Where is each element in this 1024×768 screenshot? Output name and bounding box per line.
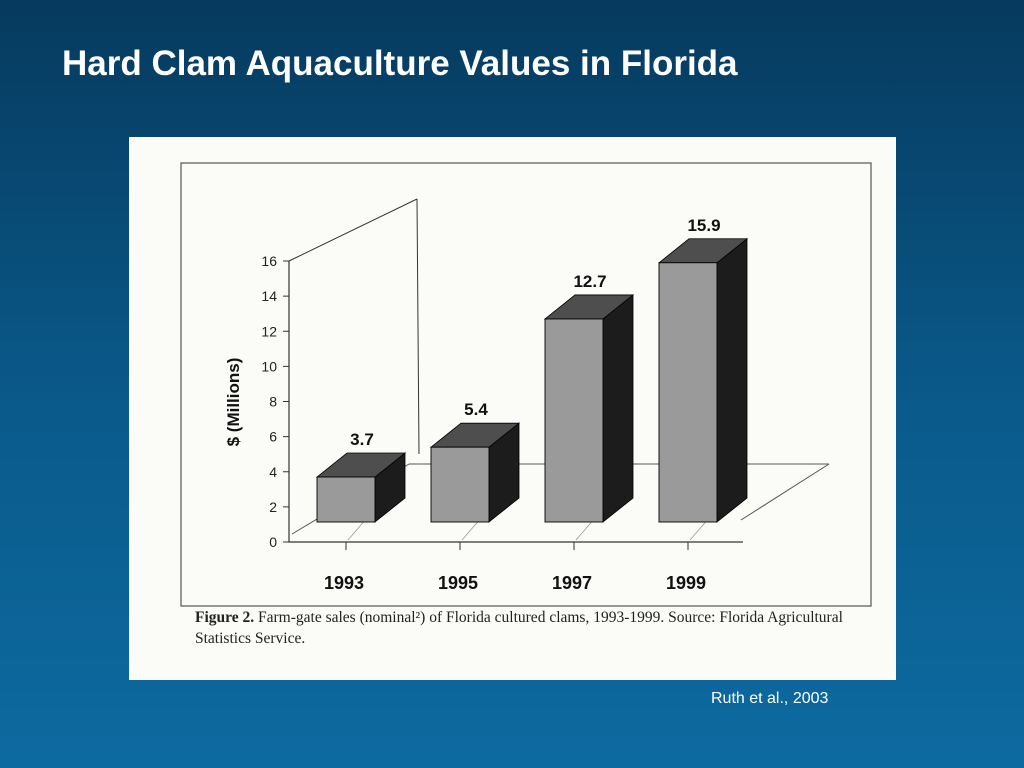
caption-label: Figure 2. — [195, 609, 255, 626]
floor-right-edge — [740, 463, 830, 521]
back-wall-edge — [416, 198, 420, 455]
y-tick-label: 0 — [269, 534, 277, 550]
y-axis-label: $ (Millions) — [224, 358, 243, 447]
y-tick-label: 4 — [269, 464, 277, 480]
bar-side-1999 — [716, 237, 748, 523]
bar-1995 — [430, 446, 490, 523]
y-tick-label: 12 — [261, 323, 277, 339]
caption-text: Farm-gate sales (nominal²) of Florida cu… — [195, 609, 843, 647]
figure-panel: 0 2 4 6 8 10 12 14 16 $ (Millions) 1993 3.7 1995 5.4 1… — [129, 137, 896, 680]
bar-chart: 0 2 4 6 8 10 12 14 16 $ (Millions) 1993 3.7 1995 5.4 1… — [180, 162, 872, 607]
data-label-1999: 15.9 — [687, 216, 720, 235]
x-tick-label: 1993 — [324, 573, 364, 593]
x-tick-label: 1997 — [552, 573, 592, 593]
bar-1993 — [316, 476, 376, 523]
y-tick-label: 2 — [269, 499, 277, 515]
slide-title: Hard Clam Aquaculture Values in Florida — [62, 44, 738, 83]
y-tick-label: 10 — [261, 358, 277, 374]
y-tick-label: 6 — [269, 429, 277, 445]
y-tick-label: 16 — [261, 253, 277, 269]
data-label-1997: 12.7 — [573, 272, 606, 291]
y-tick-label: 8 — [269, 394, 277, 410]
figure-caption: Figure 2. Farm-gate sales (nominal²) of … — [195, 607, 875, 649]
source-credit: Ruth et al., 2003 — [711, 690, 829, 707]
back-wall-top-edge — [288, 198, 418, 262]
y-tick-label: 14 — [261, 288, 277, 304]
data-label-1995: 5.4 — [464, 400, 488, 419]
chart-frame — [180, 162, 872, 607]
bar-1999 — [658, 262, 718, 523]
x-tick-label: 1999 — [666, 573, 706, 593]
bar-1997 — [544, 318, 604, 523]
data-label-1993: 3.7 — [350, 430, 374, 449]
bar-side-1997 — [602, 294, 634, 523]
x-tick-label: 1995 — [438, 573, 478, 593]
